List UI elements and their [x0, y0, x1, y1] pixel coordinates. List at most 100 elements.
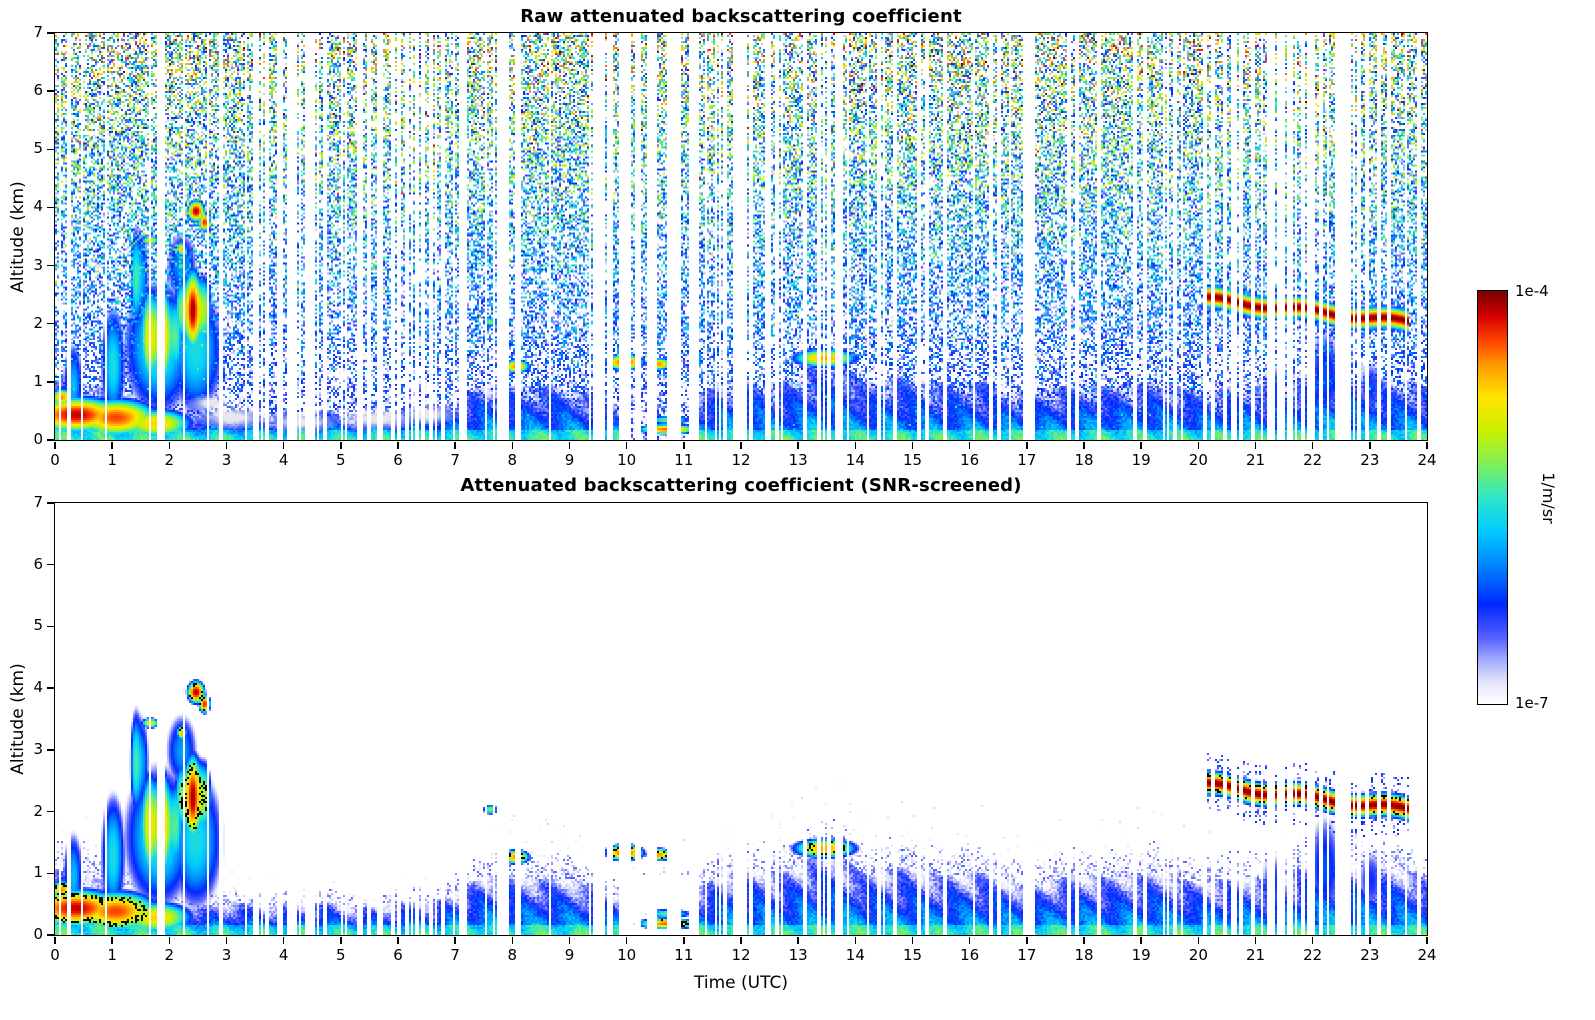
y-tick — [46, 687, 54, 689]
x-tick — [625, 441, 628, 449]
x-tick-label: 0 — [50, 946, 60, 964]
y-tick — [46, 563, 54, 566]
x-tick — [225, 936, 228, 944]
y-tick-label: 0 — [33, 430, 43, 448]
x-tick — [1026, 441, 1028, 449]
y-tick — [46, 206, 54, 209]
y-tick — [46, 322, 54, 325]
x-tick — [54, 936, 56, 944]
y-tick-label: 4 — [33, 678, 43, 697]
x-tick-label: 22 — [1303, 946, 1323, 964]
x-tick-label: 24 — [1417, 946, 1437, 964]
x-tick-label: 4 — [278, 451, 289, 469]
x-tick — [397, 936, 399, 944]
x-tick-label: 23 — [1360, 451, 1380, 469]
x-tick — [683, 441, 685, 449]
x-tick — [1369, 936, 1371, 944]
y-tick — [46, 264, 54, 267]
screened-panel-title: Attenuated backscattering coefficient (S… — [460, 475, 1022, 496]
x-tick — [1426, 441, 1428, 449]
x-tick — [1254, 441, 1257, 449]
x-tick — [1254, 936, 1257, 944]
colorbar-max-label: 1e-4 — [1515, 282, 1549, 300]
y-tick — [46, 810, 54, 813]
x-tick — [1083, 936, 1085, 944]
x-tick — [1369, 441, 1371, 449]
x-tick-label: 20 — [1188, 946, 1208, 964]
x-tick-label: 18 — [1074, 451, 1094, 469]
x-tick — [454, 441, 456, 449]
x-tick-label: 23 — [1360, 946, 1380, 964]
y-tick-label: 1 — [33, 371, 43, 390]
x-tick — [397, 441, 399, 449]
x-tick — [740, 441, 742, 449]
x-tick-label: 1 — [107, 946, 117, 964]
y-tick — [46, 439, 54, 441]
x-tick — [1026, 936, 1028, 944]
y-tick — [46, 32, 54, 34]
y-tick-label: 3 — [33, 255, 43, 274]
x-tick — [1426, 936, 1428, 944]
colorbar-unit-label: 1/m/sr — [1539, 471, 1558, 524]
x-tick-label: 21 — [1245, 451, 1266, 469]
x-tick — [1311, 936, 1314, 944]
x-tick — [1197, 936, 1200, 944]
y-tick-label: 5 — [33, 616, 43, 635]
x-tick-label: 17 — [1017, 946, 1037, 964]
y-tick-label: 5 — [33, 139, 43, 158]
x-tick-label: 5 — [336, 451, 346, 469]
x-tick-label: 6 — [393, 451, 403, 469]
x-tick-label: 21 — [1245, 946, 1266, 964]
x-tick-label: 9 — [564, 451, 575, 469]
x-tick-label: 22 — [1303, 451, 1323, 469]
x-tick-label: 20 — [1188, 451, 1208, 469]
y-tick — [46, 625, 54, 628]
x-tick-label: 8 — [507, 946, 518, 964]
colorbar — [1476, 289, 1508, 705]
x-tick — [168, 441, 171, 449]
x-tick — [683, 936, 685, 944]
raw-panel-axes — [53, 31, 1428, 441]
y-tick — [46, 749, 54, 751]
screened-heatmap-canvas — [54, 502, 1427, 935]
x-tick-label: 3 — [221, 946, 232, 964]
screened-panel-axes — [53, 501, 1428, 936]
x-tick — [511, 936, 514, 944]
x-tick — [282, 441, 285, 449]
x-tick — [797, 441, 799, 449]
x-tick — [1311, 441, 1314, 449]
x-tick — [911, 441, 914, 449]
x-tick — [968, 441, 971, 449]
x-tick-label: 9 — [564, 946, 575, 964]
raw-panel-title: Raw attenuated backscattering coefficien… — [520, 6, 962, 27]
x-tick-label: 2 — [164, 451, 175, 469]
colorbar-min-label: 1e-7 — [1515, 694, 1549, 712]
x-tick-label: 1 — [107, 451, 117, 469]
colorbar-gradient — [1477, 290, 1507, 704]
x-tick — [454, 936, 456, 944]
y-tick-label: 2 — [33, 801, 43, 820]
x-tick-label: 13 — [788, 946, 808, 964]
x-tick-label: 15 — [902, 451, 923, 469]
x-tick — [340, 936, 342, 944]
x-tick-label: 0 — [50, 451, 60, 469]
x-tick — [1197, 441, 1200, 449]
x-tick-label: 2 — [164, 946, 175, 964]
y-tick-label: 0 — [33, 925, 43, 943]
x-tick — [111, 441, 113, 449]
x-tick-label: 5 — [336, 946, 346, 964]
y-tick-label: 3 — [33, 739, 43, 758]
x-tick-label: 3 — [221, 451, 232, 469]
x-tick-label: 13 — [788, 451, 808, 469]
x-tick-label: 16 — [960, 451, 980, 469]
x-tick-label: 6 — [393, 946, 403, 964]
x-tick-label: 19 — [1131, 451, 1151, 469]
x-tick — [797, 936, 799, 944]
y-tick — [46, 148, 54, 151]
x-tick — [511, 441, 514, 449]
x-tick-label: 7 — [450, 451, 460, 469]
x-tick-label: 4 — [278, 946, 289, 964]
x-tick-label: 24 — [1417, 451, 1437, 469]
x-tick-label: 11 — [674, 451, 694, 469]
x-axis-label: Time (UTC) — [694, 973, 788, 993]
